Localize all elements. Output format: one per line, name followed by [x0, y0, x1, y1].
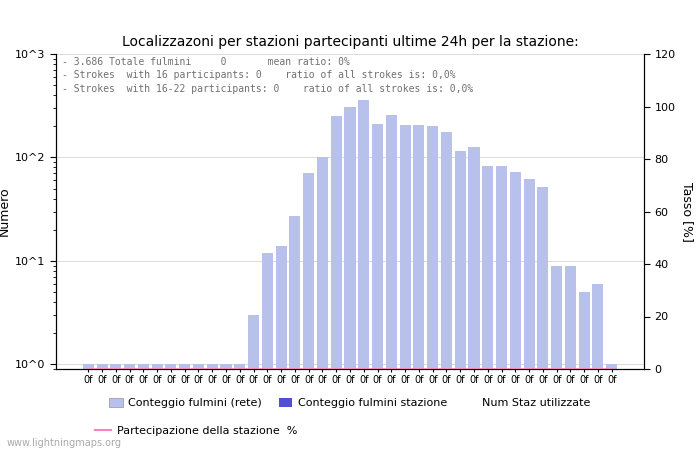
Title: Localizzazoni per stazioni partecipanti ultime 24h per la stazione:: Localizzazoni per stazioni partecipanti … — [122, 35, 578, 49]
Text: - 3.686 Totale fulmini     0       mean ratio: 0%
- Strokes  with 16 participant: - 3.686 Totale fulmini 0 mean ratio: 0% … — [62, 57, 473, 94]
Bar — [496, 166, 507, 450]
Bar — [524, 179, 535, 450]
Bar — [206, 364, 218, 450]
Bar — [482, 166, 493, 450]
Bar — [441, 132, 452, 450]
Bar — [372, 124, 383, 450]
Bar — [138, 364, 149, 450]
Bar — [165, 364, 176, 450]
Bar — [152, 364, 162, 450]
Legend: Conteggio fulmini (rete), Conteggio fulmini stazione, Num Staz utilizzate: Conteggio fulmini (rete), Conteggio fulm… — [105, 394, 595, 413]
Bar — [83, 364, 94, 450]
Bar — [179, 364, 190, 450]
Bar — [303, 173, 314, 450]
Bar — [124, 364, 135, 450]
Bar — [427, 126, 438, 450]
Y-axis label: Numero: Numero — [0, 187, 11, 236]
Bar — [262, 252, 273, 450]
Bar — [193, 364, 204, 450]
Bar — [400, 125, 411, 450]
Bar — [565, 266, 576, 450]
Bar — [358, 100, 370, 450]
Bar — [330, 116, 342, 450]
Bar — [111, 364, 121, 450]
Bar — [579, 292, 589, 450]
Bar — [97, 364, 108, 450]
Y-axis label: Tasso [%]: Tasso [%] — [681, 181, 694, 242]
Bar — [414, 125, 424, 450]
Bar — [344, 107, 356, 450]
Bar — [592, 284, 603, 450]
Text: www.lightningmaps.org: www.lightningmaps.org — [7, 438, 122, 448]
Bar — [317, 158, 328, 450]
Bar — [248, 315, 259, 450]
Bar — [510, 172, 521, 450]
Bar — [538, 187, 548, 450]
Bar — [276, 246, 286, 450]
Bar — [289, 216, 300, 450]
Legend: Partecipazione della stazione  %: Partecipazione della stazione % — [90, 421, 302, 440]
Bar — [220, 364, 232, 450]
Bar — [234, 364, 245, 450]
Bar — [551, 266, 562, 450]
Bar — [468, 148, 480, 450]
Bar — [606, 364, 617, 450]
Bar — [455, 151, 466, 450]
Bar — [386, 115, 397, 450]
